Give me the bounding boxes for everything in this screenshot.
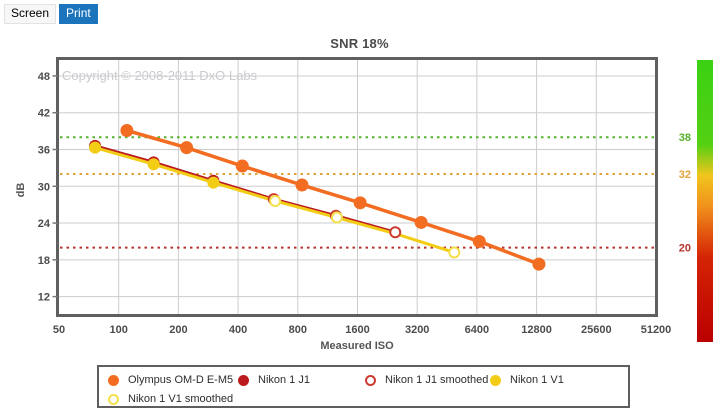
legend-marker [365,374,376,386]
svg-text:38: 38 [679,132,691,144]
threshold-lines [60,136,655,249]
legend-label: Nikon 1 V1 [510,374,564,386]
svg-text:18: 18 [38,255,50,267]
quality-colorbar [697,60,713,342]
y-axis-title: dB [15,183,27,198]
svg-text:51200: 51200 [641,324,672,336]
svg-text:200: 200 [169,324,187,336]
svg-text:30: 30 [38,181,50,193]
legend-label: Nikon 1 V1 smoothed [128,393,234,405]
svg-text:50: 50 [53,324,65,336]
svg-text:42: 42 [38,108,50,120]
svg-text:32: 32 [679,169,691,181]
legend-item-nikon-1-j1-smoothed[interactable]: Nikon 1 J1 smoothed [365,373,488,387]
svg-text:100: 100 [110,324,128,336]
view-tabs: Screen Print [4,4,98,24]
tab-screen[interactable]: Screen [4,4,57,24]
axis-labels: 48 42 36 30 24 18 12 50 100 200 400 800 1600 3200 6400… [38,71,672,336]
svg-text:3200: 3200 [405,324,429,336]
svg-text:48: 48 [38,71,50,83]
svg-text:12800: 12800 [521,324,552,336]
legend-marker [108,374,119,386]
snr-chart: Copyright © 2008-2011 DxO Labs 48 42 36 30 24… [15,57,691,352]
tab-print[interactable]: Print [59,4,98,24]
legend-item-nikon-1-j1[interactable]: Nikon 1 J1 [238,373,310,387]
colorbar-labels: 38 32 20 [679,132,691,254]
svg-text:36: 36 [38,144,50,156]
svg-text:400: 400 [229,324,247,336]
legend-label: Nikon 1 J1 smoothed [385,374,489,386]
copyright-watermark: Copyright © 2008-2011 DxO Labs [62,68,258,83]
chart-title: SNR 18% [330,36,389,51]
svg-text:6400: 6400 [465,324,489,336]
legend-label: Olympus OM-D E-M5 [128,374,234,386]
series-olympus-om-d-e-m5 [120,123,546,271]
svg-text:25600: 25600 [581,324,612,336]
svg-text:800: 800 [289,324,307,336]
legend-marker [108,393,119,405]
svg-text:24: 24 [38,218,51,230]
series-nikon-1-v1-smoothed [269,194,461,259]
x-axis-title: Measured ISO [320,340,394,352]
svg-text:20: 20 [679,243,691,255]
legend-item-olympus-om-d-e-m5[interactable]: Olympus OM-D E-M5 [108,373,233,387]
svg-text:1600: 1600 [345,324,369,336]
legend-item-nikon-1-v1[interactable]: Nikon 1 V1 [490,373,564,387]
svg-text:12: 12 [38,292,50,304]
legend-marker [238,374,249,386]
legend-label: Nikon 1 J1 [258,374,310,386]
legend-marker [490,374,501,386]
gridlines [59,60,656,315]
legend-item-nikon-1-v1-smoothed[interactable]: Nikon 1 V1 smoothed [108,392,233,406]
chart-legend: Olympus OM-D E-M5 Nikon 1 J1 Nikon 1 J1 … [97,365,630,408]
